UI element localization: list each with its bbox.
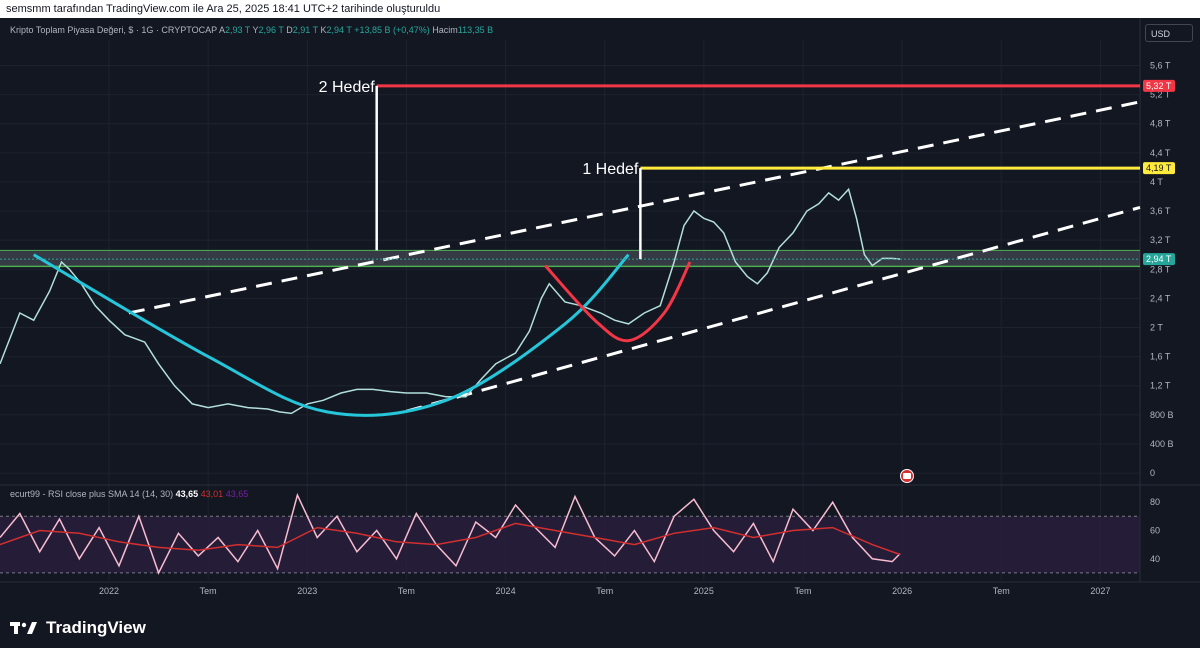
- price-line: [0, 187, 901, 415]
- level-badge-label: 4,19 T: [1146, 163, 1172, 173]
- x-tick-label: Tem: [200, 586, 217, 596]
- x-tick-label: Tem: [794, 586, 811, 596]
- close-value: 2,94 T: [326, 25, 352, 35]
- chart-canvas[interactable]: 2022 Tem 2023 Tem 2024 Tem 2025 Tem 2026 Tem 2027 0…: [0, 18, 1200, 610]
- upper-channel-line: [128, 100, 1141, 315]
- handle-curve: [544, 261, 692, 343]
- volume-label: Hacim: [432, 25, 458, 35]
- x-tick-label: Tem: [596, 586, 613, 596]
- y-tick-label: 4,4 T: [1150, 148, 1171, 158]
- x-tick-label: 2023: [297, 586, 317, 596]
- footer-bar: [0, 610, 1200, 648]
- rsi-sma-line: [0, 522, 901, 556]
- rsi-legend: ecurt99 - RSI close plus SMA 14 (14, 30)…: [10, 489, 248, 499]
- level-badge-label: 2,94 T: [1146, 254, 1172, 264]
- y-tick-label: 2,8 T: [1150, 264, 1171, 274]
- y-tick-label: 5,6 T: [1150, 60, 1171, 70]
- y-tick-label: 1,6 T: [1150, 352, 1171, 362]
- low-label: D: [286, 25, 293, 35]
- low-value: 2,91 T: [292, 25, 318, 35]
- y-tick-label: 3,2 T: [1150, 235, 1171, 245]
- close-label: K: [320, 25, 327, 35]
- target-annotation: 2 Hedef: [319, 79, 376, 96]
- volume-value: 113,35 B: [457, 25, 494, 35]
- y-tick-label: 0: [1150, 468, 1155, 478]
- tradingview-logo-icon: [10, 622, 37, 634]
- rsi-extra-value: 43,65: [225, 489, 249, 499]
- level-badge: [1143, 253, 1175, 266]
- x-tick-label: 2024: [496, 586, 516, 596]
- rsi-sma-value: 43,01: [200, 489, 224, 499]
- high-value: 2,96 T: [258, 25, 284, 35]
- attribution-text: semsmm tarafından TradingView.com ile Ar…: [6, 3, 441, 15]
- tradingview-logo[interactable]: TradingView: [10, 618, 146, 638]
- y-tick-label: 800 B: [1150, 410, 1174, 420]
- price-legend: Kripto Toplam Piyasa Değeri, $ · 1G · CR…: [10, 25, 493, 35]
- brand-name: TradingView: [46, 618, 146, 637]
- y-tick-label: 400 B: [1150, 439, 1174, 449]
- rsi-tick-label: 40: [1150, 554, 1160, 564]
- open-value: 2,93 T: [224, 25, 251, 35]
- rsi-band: [0, 516, 1140, 573]
- us-flag-event-icon[interactable]: [900, 469, 914, 483]
- x-tick-label: 2025: [694, 586, 714, 596]
- y-tick-label: 2,4 T: [1150, 293, 1171, 303]
- y-tick-label: 4 T: [1150, 177, 1163, 187]
- level-badge: [1143, 79, 1175, 92]
- y-tick-label: 1,2 T: [1150, 381, 1171, 391]
- cup-curve: [32, 253, 630, 417]
- symbol-name[interactable]: Kripto Toplam Piyasa Değeri, $ · 1G · CR…: [10, 25, 217, 35]
- lower-channel-line: [406, 205, 1141, 413]
- currency-button[interactable]: USD: [1145, 24, 1193, 42]
- y-tick-label: 5,2 T: [1150, 90, 1171, 100]
- x-tick-label: 2027: [1090, 586, 1110, 596]
- rsi-value: 43,65: [175, 489, 199, 499]
- level-badge: [1143, 162, 1175, 175]
- target-annotation: 1 Hedef: [582, 161, 639, 178]
- level-badge-label: 5,32 T: [1146, 81, 1172, 91]
- attribution-bar: semsmm tarafından TradingView.com ile Ar…: [0, 0, 1200, 18]
- x-tick-label: 2022: [99, 586, 119, 596]
- rsi-tick-label: 80: [1150, 497, 1160, 507]
- y-tick-label: 4,8 T: [1150, 119, 1171, 129]
- support-zone: [0, 250, 1140, 267]
- x-tick-label: 2026: [892, 586, 912, 596]
- open-label: A: [218, 25, 225, 35]
- rsi-indicator-name[interactable]: ecurt99 - RSI close plus SMA 14 (14, 30): [10, 489, 174, 499]
- change-value: +13,85 B (+0,47%): [354, 25, 430, 35]
- rsi-tick-label: 60: [1150, 525, 1160, 535]
- x-tick-label: Tem: [993, 586, 1010, 596]
- high-label: Y: [252, 25, 259, 35]
- y-tick-label: 3,6 T: [1150, 206, 1171, 216]
- x-tick-label: Tem: [398, 586, 415, 596]
- y-tick-label: 2 T: [1150, 323, 1163, 333]
